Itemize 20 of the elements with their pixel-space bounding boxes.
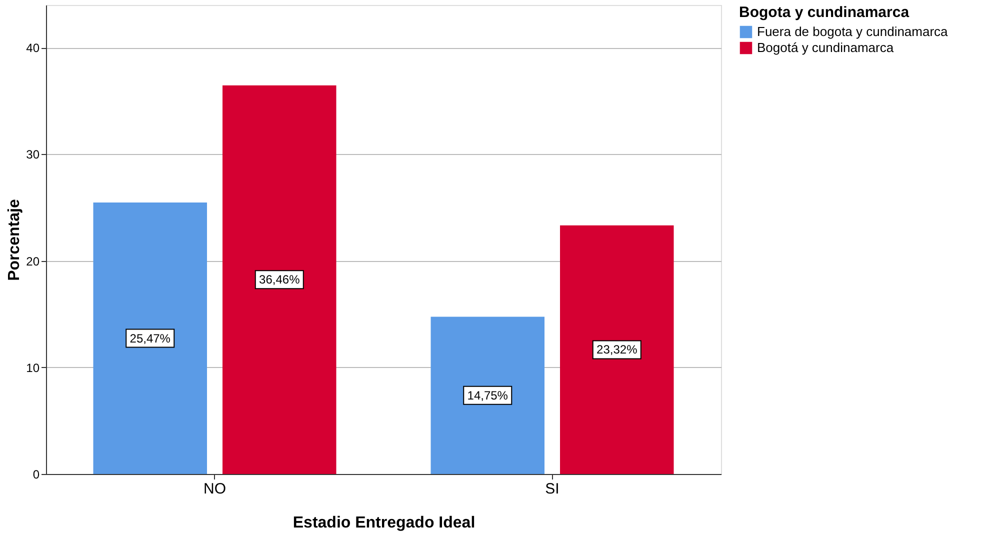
bar (560, 225, 674, 474)
y-tick-label: 30 (26, 148, 40, 162)
y-tick-label: 20 (26, 254, 40, 268)
bar (430, 316, 544, 474)
data-label: 36,46% (259, 272, 300, 287)
legend-title: Bogota y cundinamarca (739, 4, 910, 21)
data-label: 23,32% (596, 342, 638, 357)
data-label: 25,47% (130, 331, 171, 346)
y-tick-label: 0 (32, 468, 40, 482)
bar (93, 202, 207, 474)
legend-label: Fuera de bogota y cundinamarca (757, 24, 949, 39)
y-tick-label: 10 (26, 360, 40, 375)
data-label: 14,75% (467, 388, 508, 402)
x-axis-title: Estadio Entregado Ideal (292, 514, 476, 532)
x-tick-label: NO (204, 480, 226, 498)
bar (222, 85, 336, 474)
y-axis-title: Porcentaje (6, 198, 24, 281)
y-tick-label: 40 (26, 41, 40, 56)
legend-label: Bogotá y cundinamarca (757, 40, 894, 55)
x-tick-label: SI (545, 480, 560, 498)
